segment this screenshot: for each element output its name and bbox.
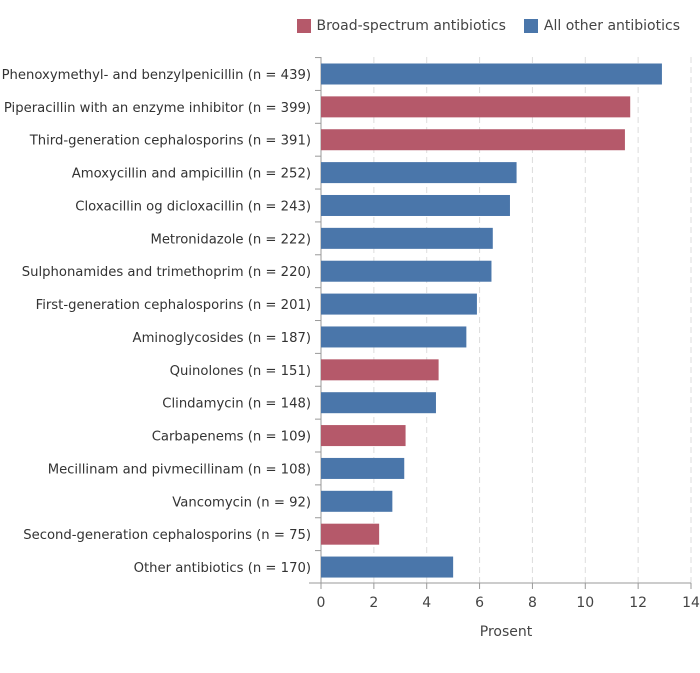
category-label: Amoxycillin and ampicillin (n = 252) bbox=[72, 167, 311, 182]
legend-label: Broad-spectrum antibiotics bbox=[316, 18, 506, 34]
category-label: Piperacillin with an enzyme inhibitor (n… bbox=[4, 101, 311, 116]
category-label: Mecillinam and pivmecillinam (n = 108) bbox=[48, 462, 311, 477]
category-label: Vancomycin (n = 92) bbox=[172, 495, 311, 510]
bar bbox=[321, 359, 439, 381]
bar bbox=[321, 260, 492, 282]
bar bbox=[321, 457, 405, 479]
category-label: First-generation cephalosporins (n = 201… bbox=[36, 298, 311, 313]
category-label: Cloxacillin og dicloxacillin (n = 243) bbox=[75, 199, 311, 214]
x-tick-label: 4 bbox=[422, 595, 431, 611]
legend-item-other: All other antibiotics bbox=[523, 18, 680, 34]
x-tick-label: 0 bbox=[317, 595, 326, 611]
category-label: Sulphonamides and trimethoprim (n = 220) bbox=[22, 265, 311, 280]
bar bbox=[321, 293, 477, 315]
bar bbox=[321, 392, 436, 414]
category-label: Phenoxymethyl- and benzylpenicillin (n =… bbox=[2, 68, 311, 83]
legend: Broad-spectrum antibiotics All other ant… bbox=[296, 18, 680, 34]
legend-item-broad-spectrum: Broad-spectrum antibiotics bbox=[296, 18, 506, 34]
bar bbox=[321, 227, 493, 249]
category-label: Metronidazole (n = 222) bbox=[150, 232, 311, 247]
bar bbox=[321, 490, 393, 512]
bar bbox=[321, 129, 625, 151]
bar bbox=[321, 523, 380, 545]
x-tick-label: 14 bbox=[682, 595, 700, 611]
legend-swatch-other bbox=[523, 19, 538, 33]
legend-swatch-broad bbox=[296, 19, 311, 33]
x-tick-label: 6 bbox=[475, 595, 484, 611]
category-label: Clindamycin (n = 148) bbox=[162, 397, 311, 412]
bar bbox=[321, 162, 517, 184]
category-label: Other antibiotics (n = 170) bbox=[134, 561, 311, 576]
bar bbox=[321, 326, 467, 348]
x-axis-label: Prosent bbox=[480, 624, 533, 640]
category-label: Aminoglycosides (n = 187) bbox=[133, 331, 311, 346]
x-tick-label: 10 bbox=[576, 595, 594, 611]
category-label: Quinolones (n = 151) bbox=[170, 364, 311, 379]
bar bbox=[321, 96, 631, 118]
bar bbox=[321, 425, 406, 447]
legend-label: All other antibiotics bbox=[543, 18, 680, 34]
x-tick-label: 12 bbox=[629, 595, 647, 611]
category-label: Carbapenems (n = 109) bbox=[152, 430, 311, 445]
x-tick-label: 8 bbox=[528, 595, 537, 611]
bar bbox=[321, 63, 662, 85]
bar bbox=[321, 556, 454, 578]
category-label: Second-generation cephalosporins (n = 75… bbox=[23, 528, 311, 543]
bar bbox=[321, 194, 510, 216]
category-label: Third-generation cephalosporins (n = 391… bbox=[29, 134, 311, 149]
x-tick-label: 2 bbox=[369, 595, 378, 611]
